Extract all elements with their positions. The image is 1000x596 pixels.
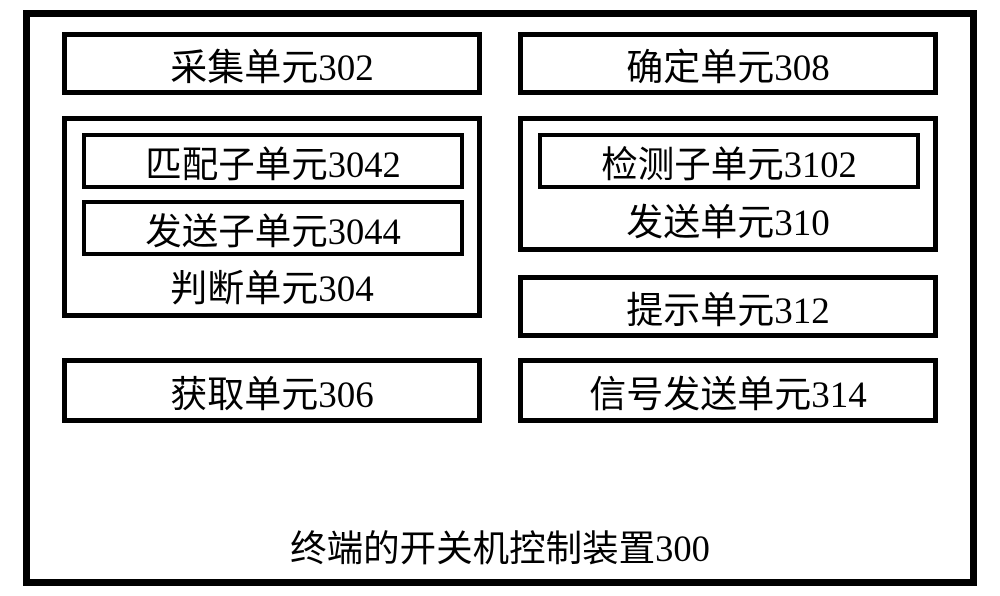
subunit-match-3042: 匹配子单元3042 <box>82 133 464 189</box>
unit-acquire-306: 获取单元306 <box>62 358 482 423</box>
subunit-send-3044: 发送子单元3044 <box>82 200 464 256</box>
subunit-detect-3102: 检测子单元3102 <box>538 133 920 189</box>
unit-prompt-312: 提示单元312 <box>518 275 938 338</box>
unit-determine-308: 确定单元308 <box>518 32 938 95</box>
unit-signal-send-314: 信号发送单元314 <box>518 358 938 423</box>
unit-collect-302: 采集单元302 <box>62 32 482 95</box>
unit-send-310-label: 发送单元310 <box>604 196 852 242</box>
device-title-300: 终端的开关机控制装置300 <box>274 522 726 568</box>
unit-judge-304-label: 判断单元304 <box>148 262 396 308</box>
diagram-root: 采集单元302 确定单元308 匹配子单元3042 发送子单元3044 判断单元… <box>0 0 1000 596</box>
